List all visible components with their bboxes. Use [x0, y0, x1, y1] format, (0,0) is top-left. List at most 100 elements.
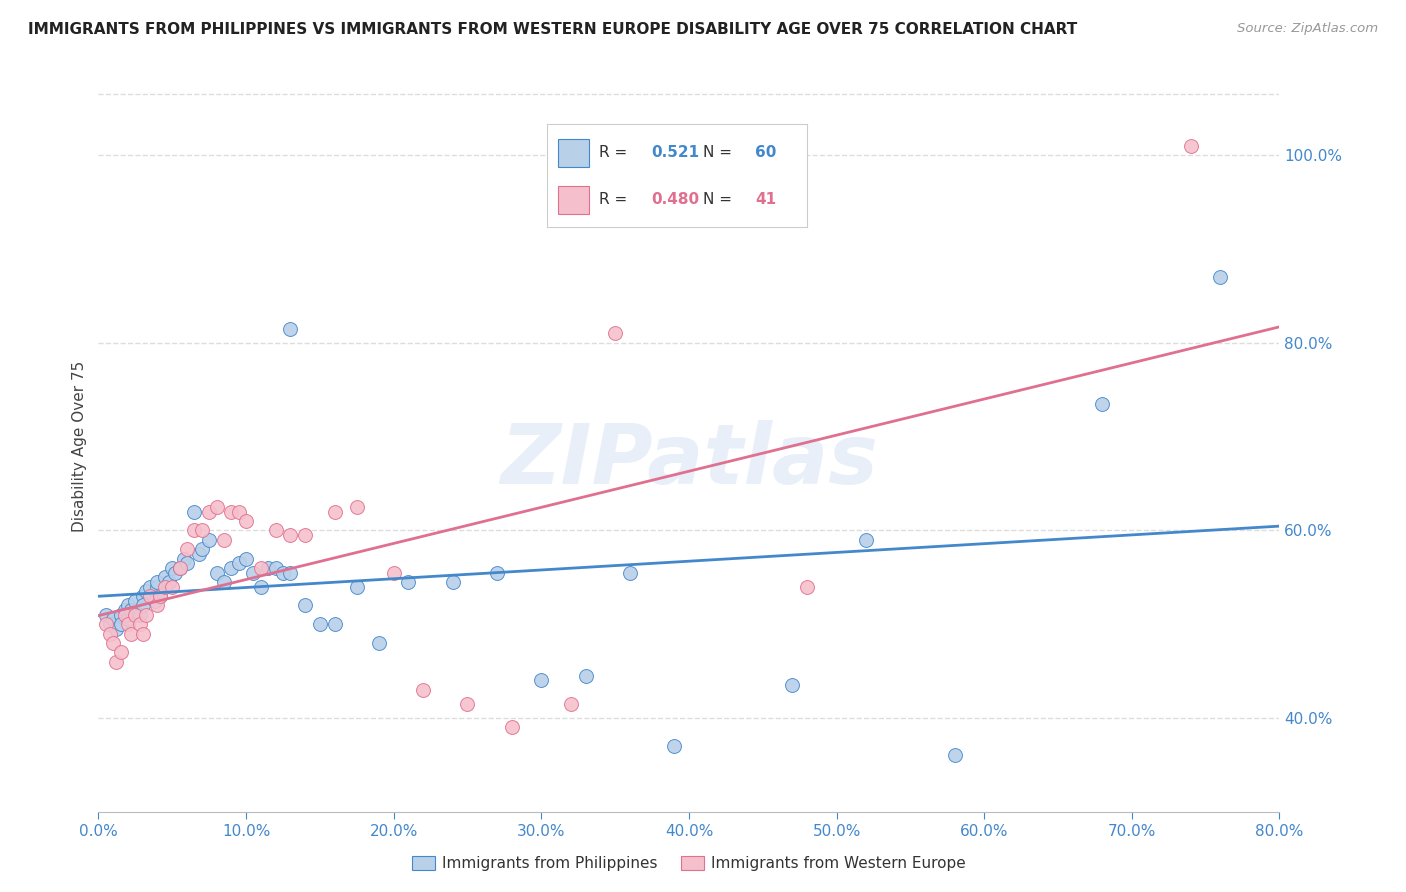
Point	[98, 617, 121, 632]
Point	[280, 566, 302, 580]
Point	[257, 561, 280, 575]
Point	[605, 326, 627, 341]
Point	[235, 514, 257, 528]
Y-axis label: Disability Age Over 75: Disability Age Over 75	[72, 360, 87, 532]
Point	[1209, 270, 1232, 285]
Point	[169, 561, 191, 575]
Point	[191, 542, 214, 557]
Point	[146, 580, 169, 594]
Point	[382, 566, 405, 580]
Point	[139, 589, 162, 603]
Point	[135, 584, 157, 599]
Point	[105, 622, 128, 636]
Point	[280, 528, 302, 542]
Point	[110, 645, 132, 659]
Point	[212, 574, 235, 589]
Point	[782, 678, 804, 692]
Point	[221, 505, 243, 519]
Point	[486, 566, 509, 580]
Point	[228, 505, 250, 519]
Point	[1180, 139, 1202, 153]
Point	[98, 626, 121, 640]
Point	[153, 580, 176, 594]
Point	[530, 673, 553, 688]
Point	[501, 720, 523, 734]
Point	[114, 603, 136, 617]
Point	[110, 607, 132, 622]
Point	[94, 607, 117, 622]
Point	[457, 697, 479, 711]
Point	[250, 561, 273, 575]
Point	[128, 617, 150, 632]
Point	[132, 626, 155, 640]
Point	[264, 561, 287, 575]
Point	[169, 561, 191, 575]
Point	[117, 599, 139, 613]
Point	[796, 580, 818, 594]
Point	[128, 607, 150, 622]
Point	[412, 682, 434, 697]
Point	[198, 533, 221, 547]
Point	[120, 603, 142, 617]
Point	[103, 612, 125, 626]
Point	[323, 617, 346, 632]
Point	[114, 607, 136, 622]
Point	[103, 636, 125, 650]
Point	[135, 607, 157, 622]
Point	[368, 636, 391, 650]
Point	[1091, 397, 1114, 411]
Point	[176, 556, 198, 570]
Legend: Immigrants from Philippines, Immigrants from Western Europe: Immigrants from Philippines, Immigrants …	[406, 850, 972, 877]
Point	[132, 599, 155, 613]
Point	[250, 580, 273, 594]
Point	[441, 574, 464, 589]
Point	[117, 617, 139, 632]
Point	[173, 551, 195, 566]
Point	[162, 580, 183, 594]
Point	[346, 500, 368, 514]
Point	[221, 561, 243, 575]
Point	[575, 669, 598, 683]
Point	[294, 528, 316, 542]
Point	[560, 697, 582, 711]
Point	[271, 566, 294, 580]
Point	[323, 505, 346, 519]
Point	[149, 589, 172, 603]
Point	[165, 566, 187, 580]
Point	[124, 607, 146, 622]
Point	[191, 524, 214, 538]
Point	[198, 505, 221, 519]
Point	[139, 580, 162, 594]
Point	[664, 739, 686, 753]
Point	[162, 561, 183, 575]
Point	[176, 542, 198, 557]
Point	[157, 574, 180, 589]
Point	[143, 593, 166, 607]
Point	[205, 500, 228, 514]
Point	[105, 655, 128, 669]
Point	[120, 626, 142, 640]
Point	[619, 566, 641, 580]
Point	[235, 551, 257, 566]
Point	[146, 599, 169, 613]
Point	[855, 533, 877, 547]
Point	[110, 617, 132, 632]
Point	[212, 533, 235, 547]
Point	[153, 570, 176, 584]
Text: Source: ZipAtlas.com: Source: ZipAtlas.com	[1237, 22, 1378, 36]
Point	[264, 524, 287, 538]
Point	[943, 748, 966, 763]
Point	[242, 566, 264, 580]
Point	[187, 547, 209, 561]
Text: IMMIGRANTS FROM PHILIPPINES VS IMMIGRANTS FROM WESTERN EUROPE DISABILITY AGE OVE: IMMIGRANTS FROM PHILIPPINES VS IMMIGRANT…	[28, 22, 1077, 37]
Text: ZIPatlas: ZIPatlas	[501, 420, 877, 501]
Point	[149, 589, 172, 603]
Point	[398, 574, 420, 589]
Point	[183, 505, 205, 519]
Point	[228, 556, 250, 570]
Point	[280, 322, 302, 336]
Point	[124, 593, 146, 607]
Point	[132, 589, 155, 603]
Point	[94, 617, 117, 632]
Point	[205, 566, 228, 580]
